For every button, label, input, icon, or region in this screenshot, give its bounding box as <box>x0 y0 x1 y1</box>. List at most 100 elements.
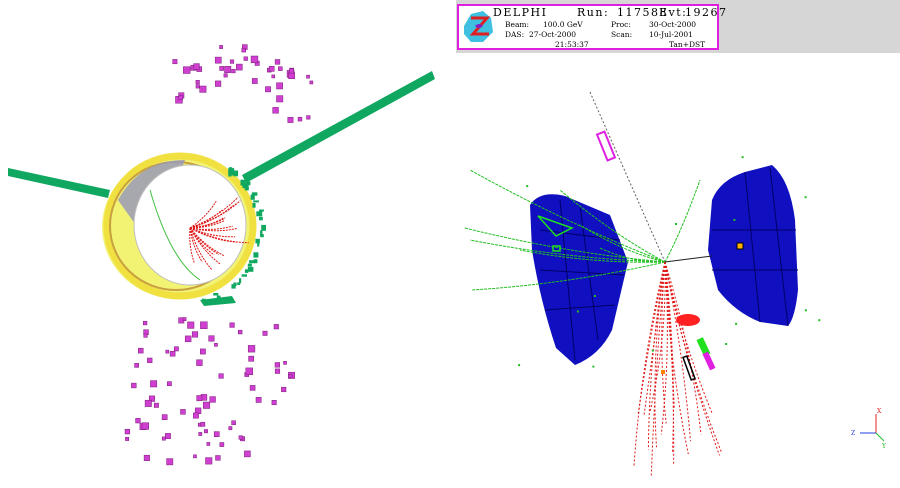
cal-deposit <box>244 269 249 273</box>
track <box>464 227 666 263</box>
hcal-hit <box>184 335 192 343</box>
hcal-hit <box>224 66 232 73</box>
hcal-hit <box>218 373 224 379</box>
cal-deposit <box>241 274 247 277</box>
track <box>519 249 666 263</box>
cal-deposit <box>213 293 219 296</box>
hit-dot <box>725 343 728 345</box>
hit-dot <box>526 185 529 188</box>
hcal-hit <box>169 350 176 357</box>
cal-deposit <box>252 203 256 208</box>
hcal-hit <box>249 385 256 391</box>
hcal-hit <box>196 395 203 402</box>
hcal-hit <box>274 362 280 368</box>
hcal-hit <box>125 436 130 441</box>
hcal-hit <box>248 355 255 362</box>
hcal-hit <box>208 335 215 342</box>
hcal-hit <box>144 399 152 407</box>
hcal-hit <box>271 74 276 79</box>
track <box>189 227 196 264</box>
hcal-hit <box>219 66 224 71</box>
hcal-hit <box>288 374 293 379</box>
cal-deposit <box>259 216 263 221</box>
cal-deposit <box>239 278 242 284</box>
hcal-hit <box>262 330 268 336</box>
hcal-hit <box>124 428 131 435</box>
hcal-hit <box>143 333 148 338</box>
evt-label: Evt: <box>659 6 688 19</box>
cal-deposit <box>201 298 206 303</box>
hcal-hit <box>172 59 178 65</box>
hcal-hit <box>228 426 233 431</box>
hcal-hit <box>274 59 281 65</box>
axis-y-label: Y <box>881 443 887 450</box>
cal-deposit <box>216 295 221 300</box>
cal-deposit <box>256 211 263 217</box>
hcal-hit <box>183 66 191 74</box>
calorimeter-deposits-left <box>201 167 266 303</box>
track <box>664 261 720 456</box>
track <box>579 224 666 263</box>
hcal-hit <box>255 397 262 403</box>
track <box>664 261 713 413</box>
endcap-left <box>530 194 628 365</box>
hcal-hit <box>251 78 258 84</box>
hcal-hit <box>287 117 294 123</box>
hcal-hit <box>143 320 148 326</box>
cal-deposit <box>233 170 239 177</box>
hcal-hit <box>198 432 203 436</box>
track <box>189 196 239 229</box>
hcal-hit <box>219 45 223 49</box>
hcal-hit <box>161 436 166 441</box>
cal-deposit <box>250 194 255 200</box>
time-value: 21:53:37 <box>555 40 589 49</box>
hcal-hit <box>165 349 170 354</box>
hcal-hit <box>268 66 275 72</box>
track <box>189 227 215 256</box>
hcal-hit <box>143 454 150 461</box>
hcal-hit <box>193 454 197 459</box>
hit-clusters <box>552 245 716 381</box>
hcal-hit <box>203 401 211 409</box>
hcal-hit <box>219 442 225 447</box>
hcal-hit <box>306 115 311 120</box>
hcal-hit <box>167 381 172 387</box>
hcal-hit <box>231 68 236 74</box>
cal-deposit <box>242 182 245 187</box>
hcal-hit <box>213 431 220 437</box>
hcal-hit <box>199 85 207 93</box>
hit-dot <box>735 322 738 325</box>
hit-dot <box>675 223 677 225</box>
hcal-hit <box>243 56 248 61</box>
cal-deposit <box>245 181 251 186</box>
hcal-hit <box>274 368 281 374</box>
hcal-hit <box>182 317 187 321</box>
track <box>599 247 666 263</box>
hcal-hit <box>229 59 235 64</box>
tracks-right <box>464 156 821 476</box>
track <box>559 189 666 263</box>
axis-z-label: Z <box>851 430 855 437</box>
scan-label: Scan: <box>611 30 633 39</box>
hcal-hit <box>141 422 149 430</box>
axis-triad-icon: X Z Y <box>851 408 887 450</box>
hcal-hit <box>250 55 259 64</box>
beam-label: Beam: <box>505 20 530 29</box>
cal-deposit <box>247 266 254 272</box>
hit-dot <box>818 319 821 322</box>
hcal-hit <box>244 450 251 458</box>
hcal-hit <box>278 66 283 71</box>
hcal-hit <box>273 324 279 330</box>
track <box>189 227 203 263</box>
track <box>189 200 217 229</box>
hcal-hit <box>245 367 253 376</box>
track <box>469 239 666 263</box>
hcal-hit <box>238 435 243 440</box>
hcal-hit <box>193 412 199 419</box>
proc-value: 30-Oct-2000 <box>649 20 697 29</box>
hcal-hit <box>135 418 141 424</box>
cal-deposit <box>251 192 258 196</box>
hcal-hit <box>166 458 174 466</box>
hcal-hit <box>247 345 256 353</box>
